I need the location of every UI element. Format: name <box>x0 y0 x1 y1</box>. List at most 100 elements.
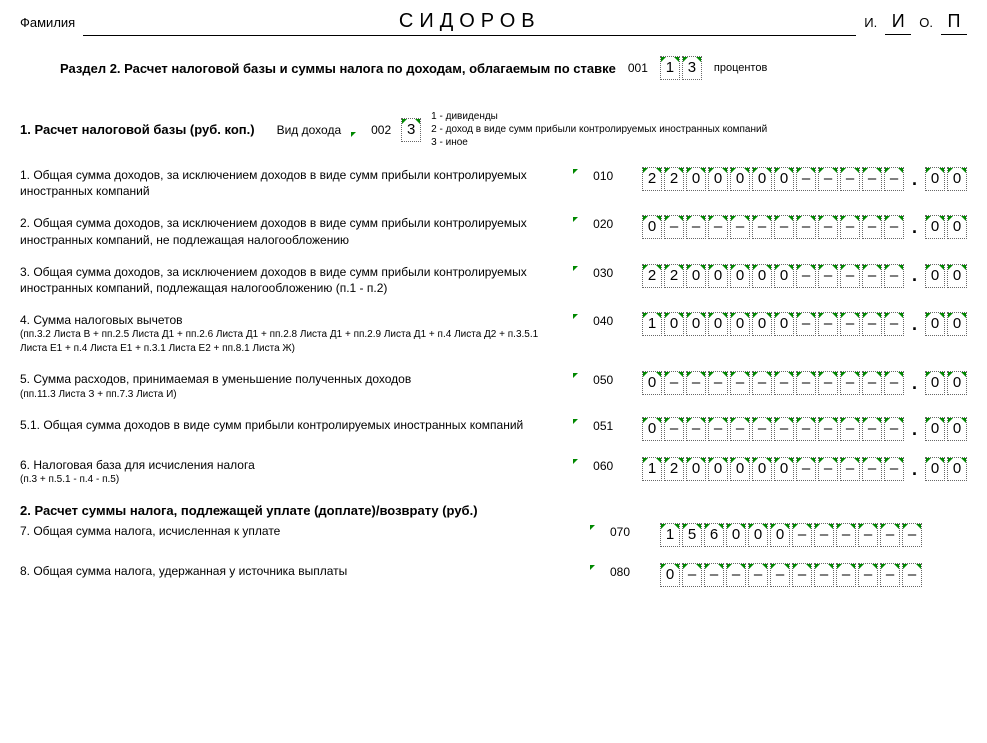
digit-cell: 0 <box>708 167 728 191</box>
digit-cell: – <box>770 563 790 587</box>
digit-cell: – <box>686 215 706 239</box>
digit-cell: – <box>818 264 838 288</box>
row-value: 0–––––––––––.00 <box>642 417 967 441</box>
income-type-value-box: 3 <box>401 118 421 142</box>
integer-digits: 2200000––––– <box>642 167 904 191</box>
digit-cell: 0 <box>642 371 662 395</box>
row-description: 6. Налоговая база для исчисления налога(… <box>20 457 563 487</box>
digit-cell: 0 <box>925 371 945 395</box>
digit-cell: 0 <box>752 312 772 336</box>
digit-cell: – <box>862 215 882 239</box>
digit-cell: 0 <box>947 167 967 191</box>
decimal-separator: . <box>908 419 921 440</box>
decimal-digits: 00 <box>925 167 967 191</box>
decimal-separator: . <box>908 217 921 238</box>
integer-digits: 1000000––––– <box>642 312 904 336</box>
digit-cell: – <box>796 215 816 239</box>
digit-cell: 1 <box>642 312 662 336</box>
digit-cell: 0 <box>686 264 706 288</box>
digit-cell: – <box>682 563 702 587</box>
legend-1: 1 - дивиденды <box>431 110 767 123</box>
digit-cell: – <box>796 264 816 288</box>
integer-digits: 0––––––––––– <box>660 563 922 587</box>
row-value: 2200000–––––.00 <box>642 167 967 191</box>
digit-cell: 1 <box>660 523 680 547</box>
subsection1-heading: 1. Расчет налоговой базы (руб. коп.) <box>20 122 255 137</box>
income-type-code: 002 <box>371 123 391 137</box>
digit-cell: 0 <box>664 312 684 336</box>
decimal-digits: 00 <box>925 215 967 239</box>
digit-cell: – <box>796 457 816 481</box>
row-value: 0––––––––––– <box>660 563 922 587</box>
digit-cell: – <box>884 264 904 288</box>
digit-cell: 5 <box>682 523 702 547</box>
digit-cell: – <box>686 417 706 441</box>
digit-cell: 0 <box>642 417 662 441</box>
integer-digits: 2200000––––– <box>642 264 904 288</box>
digit-cell: – <box>774 417 794 441</box>
form-row: 5. Сумма расходов, принимаемая в уменьше… <box>20 371 967 401</box>
digit-cell: 0 <box>947 215 967 239</box>
initial-i-label: И. <box>864 15 877 30</box>
digit-cell: – <box>730 215 750 239</box>
digit-cell: 0 <box>947 457 967 481</box>
digit-cell: – <box>796 371 816 395</box>
decimal-separator: . <box>908 265 921 286</box>
integer-digits: 0––––––––––– <box>642 371 904 395</box>
digit-cell: – <box>708 215 728 239</box>
row-description: 1. Общая сумма доходов, за исключением д… <box>20 167 563 199</box>
form-row: 3. Общая сумма доходов, за исключением д… <box>20 264 967 296</box>
digit-cell: – <box>730 371 750 395</box>
digit-cell: – <box>840 457 860 481</box>
digit-cell: 1 <box>642 457 662 481</box>
row-description: 2. Общая сумма доходов, за исключением д… <box>20 215 563 247</box>
income-type-label: Вид дохода <box>277 123 342 137</box>
digit-cell: 0 <box>660 563 680 587</box>
header-row: Фамилия СИДОРОВ И. И О. П <box>20 10 967 36</box>
row-description: 4. Сумма налоговых вычетов(пп.3.2 Листа … <box>20 312 563 355</box>
digit-cell: – <box>880 523 900 547</box>
digit-cell: – <box>752 371 772 395</box>
initial-o: П <box>941 11 967 35</box>
integer-digits: 0––––––––––– <box>642 417 904 441</box>
digit-cell: – <box>840 417 860 441</box>
row-code: 070 <box>610 523 650 539</box>
digit-cell: 2 <box>642 167 662 191</box>
digit-cell: 0 <box>947 264 967 288</box>
form-row: 4. Сумма налоговых вычетов(пп.3.2 Листа … <box>20 312 967 355</box>
rate-suffix: процентов <box>714 62 767 74</box>
digit-cell: – <box>902 563 922 587</box>
row-subdescription: (пп.11.3 Листа З + пп.7.3 Листа И) <box>20 388 563 402</box>
digit-cell: – <box>818 167 838 191</box>
rate-digit: 3 <box>682 56 702 80</box>
digit-cell: 0 <box>752 457 772 481</box>
digit-cell: – <box>884 417 904 441</box>
digit-cell: 0 <box>925 417 945 441</box>
digit-cell: – <box>708 371 728 395</box>
digit-cell: – <box>818 215 838 239</box>
digit-cell: – <box>840 167 860 191</box>
section2-rows: 7. Общая сумма налога, исчисленная к упл… <box>20 523 967 587</box>
row-code: 030 <box>593 264 632 280</box>
digit-cell: – <box>862 417 882 441</box>
digit-cell: – <box>704 563 724 587</box>
digit-cell: 0 <box>686 167 706 191</box>
digit-cell: – <box>818 417 838 441</box>
row-value: 0–––––––––––.00 <box>642 371 967 395</box>
digit-cell: – <box>840 371 860 395</box>
digit-cell: 0 <box>730 264 750 288</box>
digit-cell: – <box>792 523 812 547</box>
decimal-digits: 00 <box>925 312 967 336</box>
income-type-row: 1. Расчет налоговой базы (руб. коп.) Вид… <box>20 110 967 149</box>
row-value: 0–––––––––––.00 <box>642 215 967 239</box>
digit-cell: – <box>730 417 750 441</box>
digit-cell: – <box>862 371 882 395</box>
digit-cell: 0 <box>686 312 706 336</box>
digit-cell: – <box>664 215 684 239</box>
surname-value: СИДОРОВ <box>83 10 856 36</box>
digit-cell: – <box>862 457 882 481</box>
digit-cell: 0 <box>774 264 794 288</box>
section1-rows: 1. Общая сумма доходов, за исключением д… <box>20 167 967 487</box>
integer-digits: 1200000––––– <box>642 457 904 481</box>
digit-cell: 0 <box>925 215 945 239</box>
